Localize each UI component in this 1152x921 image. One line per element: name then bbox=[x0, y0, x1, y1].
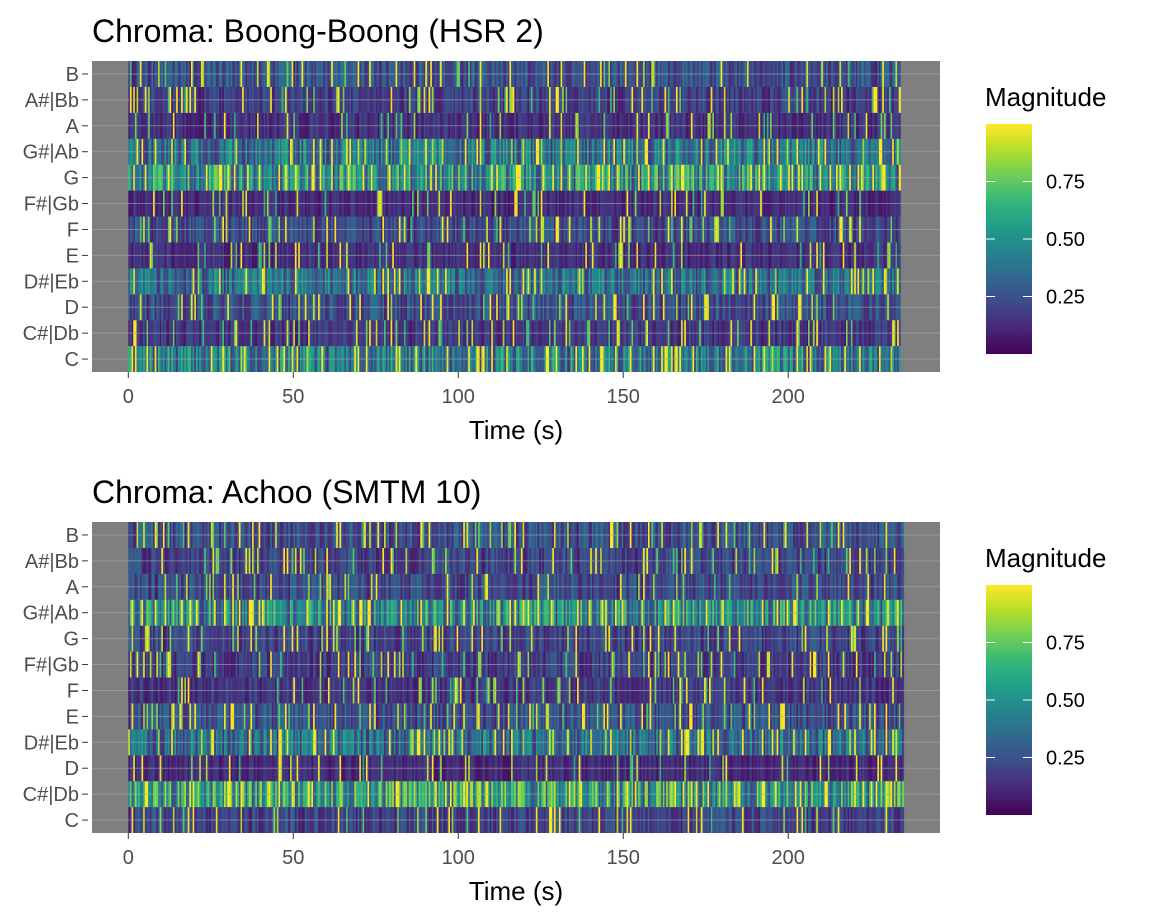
heatmap-cells bbox=[128, 61, 901, 372]
chart-panel-1: Chroma: Boong-Boong (HSR 2)CC#|DbDD#|EbE… bbox=[23, 13, 1107, 445]
chart-title: Chroma: Boong-Boong (HSR 2) bbox=[92, 13, 544, 49]
